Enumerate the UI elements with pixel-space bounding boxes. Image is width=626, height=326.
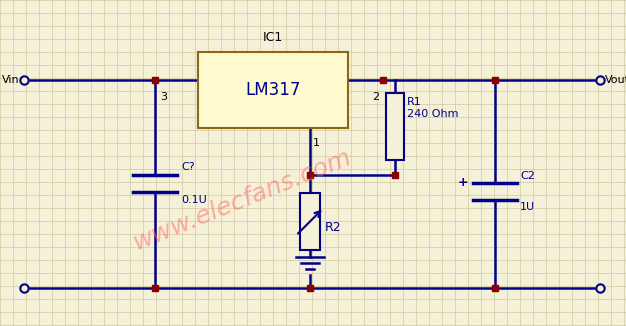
Text: 3: 3	[160, 92, 167, 102]
Text: R1: R1	[407, 97, 422, 107]
Text: C?: C?	[181, 162, 195, 172]
Bar	[386, 93, 404, 160]
Text: Vin: Vin	[3, 75, 20, 85]
Text: 2: 2	[372, 92, 379, 102]
Text: 1U: 1U	[520, 202, 535, 212]
Bar	[300, 193, 320, 250]
Text: C2: C2	[520, 171, 535, 181]
Bar	[198, 52, 348, 128]
Text: 1: 1	[313, 138, 320, 148]
Text: IC1: IC1	[263, 31, 283, 44]
Text: Vout: Vout	[605, 75, 626, 85]
Text: 240 Ohm: 240 Ohm	[407, 109, 458, 119]
Text: LM317: LM317	[245, 81, 300, 99]
Text: www.elecfans.com: www.elecfans.com	[130, 145, 356, 255]
Text: +: +	[458, 176, 468, 189]
Text: R2: R2	[325, 221, 342, 234]
Text: 0.1U: 0.1U	[181, 195, 207, 205]
